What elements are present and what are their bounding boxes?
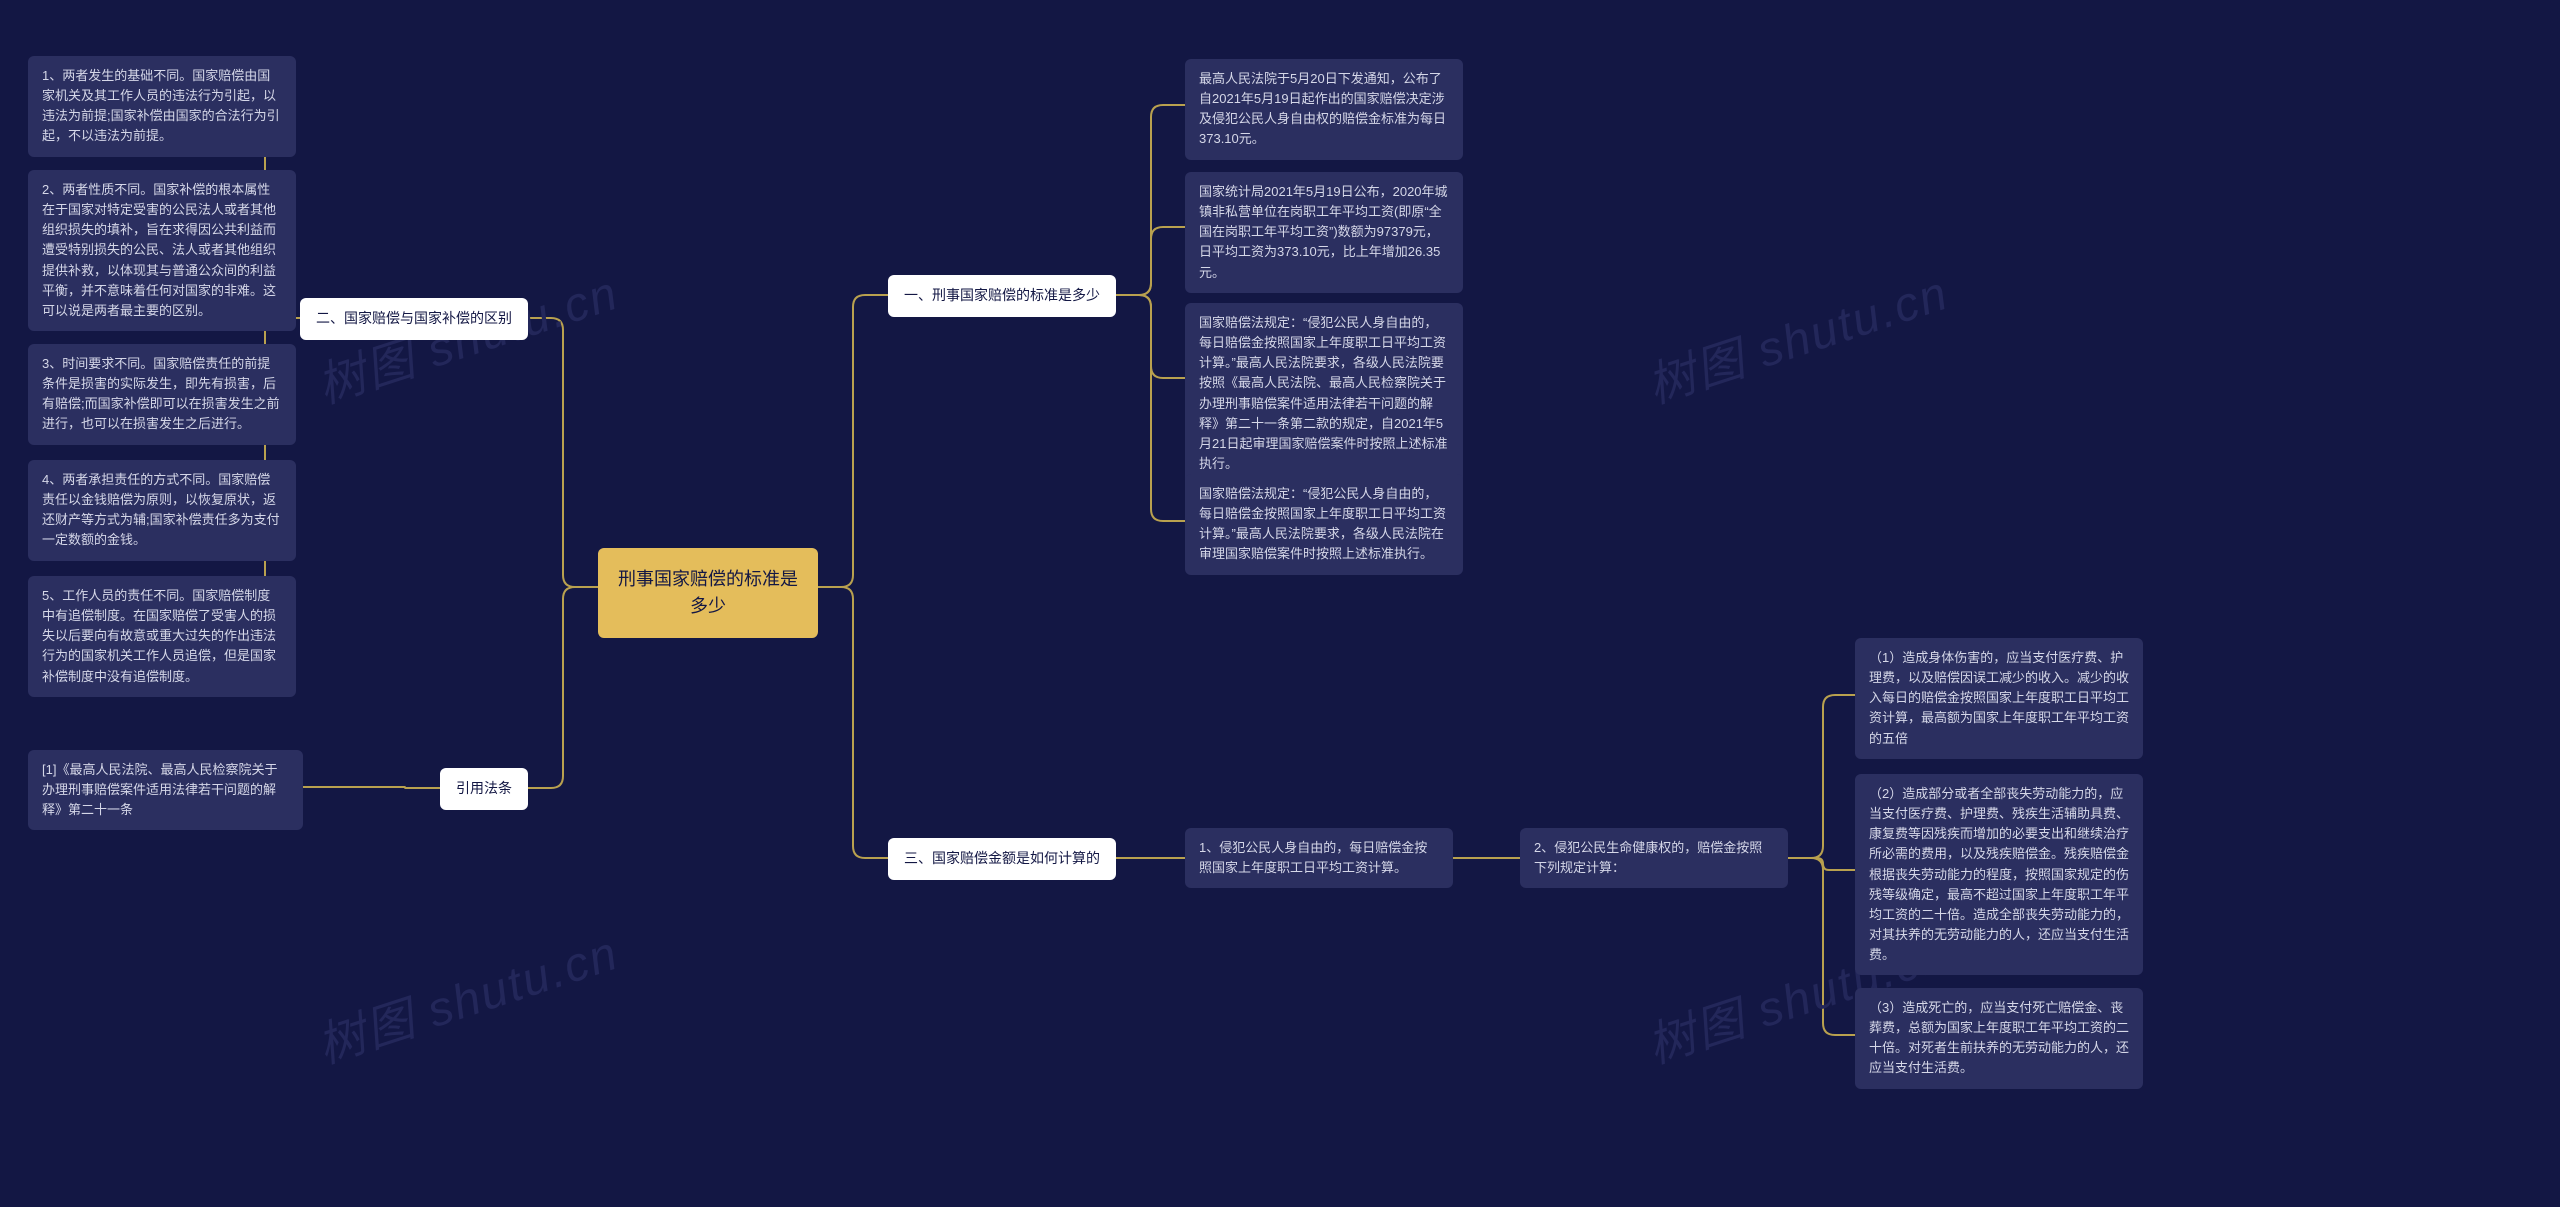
connector — [818, 295, 888, 587]
mindmap-node-s1c2: 国家统计局2021年5月19日公布，2020年城镇非私营单位在岗职工年平均工资(… — [1185, 172, 1463, 293]
mindmap-node-s1c3: 国家赔偿法规定：“侵犯公民人身自由的，每日赔偿金按照国家上年度职工日平均工资计算… — [1185, 303, 1463, 484]
mindmap-node-s2c2: 2、两者性质不同。国家补偿的根本属性在于国家对特定受害的公民法人或者其他组织损失… — [28, 170, 296, 331]
mindmap-node-s3c1a3: （3）造成死亡的，应当支付死亡赔偿金、丧葬费，总额为国家上年度职工年平均工资的二… — [1855, 988, 2143, 1089]
mindmap-node-s3c1a2: （2）造成部分或者全部丧失劳动能力的，应当支付医疗费、护理费、残疾生活辅助具费、… — [1855, 774, 2143, 975]
mindmap-node-s3c1a1: （1）造成身体伤害的，应当支付医疗费、护理费，以及赔偿因误工减少的收入。减少的收… — [1855, 638, 2143, 759]
mindmap-node-s4: 引用法条 — [440, 768, 528, 810]
connector — [1116, 227, 1185, 295]
mindmap-node-s3c1a: 2、侵犯公民生命健康权的，赔偿金按照下列规定计算： — [1520, 828, 1788, 888]
mindmap-node-s1c4: 国家赔偿法规定：“侵犯公民人身自由的，每日赔偿金按照国家上年度职工日平均工资计算… — [1185, 474, 1463, 575]
mindmap-node-s2c4: 4、两者承担责任的方式不同。国家赔偿责任以金钱赔偿为原则，以恢复原状，返还财产等… — [28, 460, 296, 561]
mindmap-node-s2: 二、国家赔偿与国家补偿的区别 — [300, 298, 528, 340]
mindmap-node-s2c1: 1、两者发生的基础不同。国家赔偿由国家机关及其工作人员的违法行为引起，以违法为前… — [28, 56, 296, 157]
connector — [1116, 295, 1185, 521]
connector — [528, 587, 598, 788]
mindmap-node-s2c5: 5、工作人员的责任不同。国家赔偿制度中有追偿制度。在国家赔偿了受害人的损失以后要… — [28, 576, 296, 697]
mindmap-node-s1c1: 最高人民法院于5月20日下发通知，公布了自2021年5月19日起作出的国家赔偿决… — [1185, 59, 1463, 160]
connector — [528, 318, 598, 587]
mindmap-node-s2c3: 3、时间要求不同。国家赔偿责任的前提条件是损害的实际发生，即先有损害，后有赔偿;… — [28, 344, 296, 445]
connector — [1788, 858, 1855, 1035]
mindmap-node-s1: 一、刑事国家赔偿的标准是多少 — [888, 275, 1116, 317]
connector — [303, 787, 440, 788]
mindmap-node-s4c1: [1]《最高人民法院、最高人民检察院关于办理刑事赔偿案件适用法律若干问题的解释》… — [28, 750, 303, 830]
mindmap-node-s3: 三、国家赔偿金额是如何计算的 — [888, 838, 1116, 880]
connector — [818, 587, 888, 858]
connector — [1788, 695, 1855, 858]
mindmap-node-s3c1: 1、侵犯公民人身自由的，每日赔偿金按照国家上年度职工日平均工资计算。 — [1185, 828, 1453, 888]
mindmap-node-root: 刑事国家赔偿的标准是多少 — [598, 548, 818, 638]
